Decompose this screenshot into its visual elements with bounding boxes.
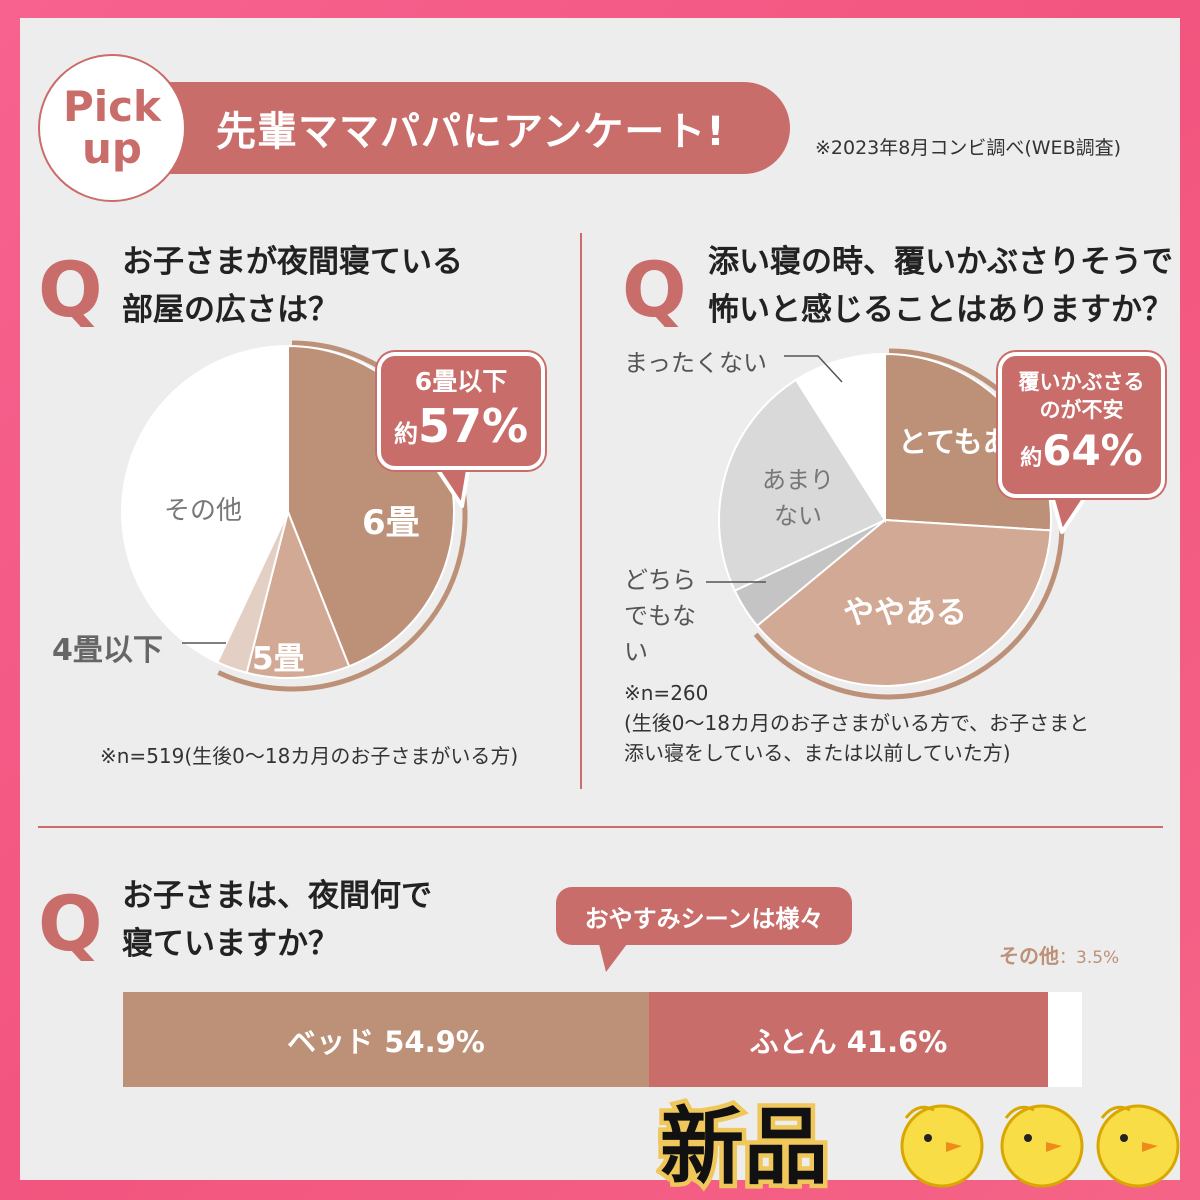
pick-up-badge: Pick up — [38, 54, 186, 202]
bar-segment-bed-label: ベッド 54.9% — [287, 1024, 485, 1059]
vertical-divider — [580, 233, 582, 789]
chick-icon — [1096, 1104, 1180, 1188]
pie1-label-6jo: 6畳 — [362, 503, 420, 543]
pick-up-badge-line2: up — [82, 124, 142, 173]
pie2-leader-mattaku — [784, 355, 843, 383]
pie1-label-4jo: 4畳以下 — [52, 633, 163, 668]
q2-mark: Q — [622, 245, 687, 334]
q2-callout-line1: 覆いかぶさる — [1018, 370, 1145, 394]
q1-mark: Q — [38, 245, 103, 334]
pie2-slices — [718, 352, 1052, 687]
pie2-label-amari: あまりない — [762, 466, 834, 530]
pie2-label-mattaku: まったくない — [624, 349, 768, 377]
q2-callout-line2: のが不安 — [1039, 398, 1124, 422]
pie2-slice-amari — [718, 378, 887, 593]
bar-other-value: ：3.5% — [1059, 948, 1120, 968]
pie-highlight-rim — [753, 348, 1065, 700]
q1-callout: 6畳以下 約57% — [377, 352, 545, 470]
bar-segment-futon: ふとん 41.6% — [649, 992, 1048, 1087]
q3-mark: Q — [38, 879, 103, 968]
q1-question-line2: 部屋の広さは？ — [122, 292, 339, 328]
bar-segment-other — [1048, 992, 1082, 1087]
stacked-bar-sleep-place: ベッド 54.9% ふとん 41.6% — [123, 992, 1082, 1087]
bar-segment-futon-label: ふとん 41.6% — [749, 1024, 948, 1059]
q2-callout: 覆いかぶさる のが不安 約64% — [998, 352, 1165, 498]
survey-note: ※2023年8月コンビ調べ(WEB調査) — [815, 137, 1122, 159]
survey-title: 先輩ママパパにアンケート! — [150, 82, 790, 174]
q3-question: お子さまは、夜間何で 寝ていますか？ — [122, 872, 432, 968]
q2-sample-note: ※n=260 (生後0〜18カ月のお子さまがいる方で、お子さまと 添い寝をしてい… — [624, 678, 1089, 768]
q2-question: 添い寝の時、覆いかぶさりそうで 怖いと感じることはありますか？ — [708, 238, 1173, 334]
pie2-rim — [753, 348, 1065, 700]
q1-sample-note: ※n=519(生後0〜18カ月のお子さまがいる方) — [100, 744, 519, 768]
q2-question-line2: 怖いと感じることはありますか？ — [708, 292, 1173, 328]
q2-question-line1: 添い寝の時、覆いかぶさりそうで — [708, 244, 1173, 280]
q2-callout-prefix: 約 — [1020, 446, 1043, 471]
q1-question: お子さまが夜間寝ている 部屋の広さは？ — [122, 238, 463, 334]
q1-question-line1: お子さまが夜間寝ている — [122, 244, 463, 280]
q2-callout-value: 64% — [1042, 426, 1143, 475]
chick-icon — [900, 1104, 984, 1188]
pie2-label-dochira: どちらでもない — [624, 566, 696, 666]
survey-title-text: 先輩ママパパにアンケート! — [216, 109, 726, 155]
q1-callout-value: 57% — [417, 399, 529, 453]
q3-callout: おやすみシーンは様々 — [556, 887, 852, 945]
q2-sample-note-line3: 添い寝をしている、または以前していた方) — [624, 741, 1011, 765]
q3-question-line2: 寝ていますか？ — [122, 926, 339, 962]
q2-sample-note-line2: (生後0〜18カ月のお子さまがいる方で、お子さまと — [624, 711, 1090, 735]
pie2-slice-mattaku — [794, 352, 886, 524]
pie2-slice-yaya — [755, 518, 1052, 687]
q1-callout-line1: 6畳以下 — [414, 367, 508, 396]
pick-up-badge-line1: Pick — [62, 82, 161, 131]
horizontal-divider — [38, 826, 1163, 828]
bar-other-label: その他：3.5% — [999, 940, 1119, 969]
pie1-slice-5jo — [245, 508, 351, 679]
bar-segment-bed: ベッド 54.9% — [123, 992, 649, 1087]
pie1-label-other: その他 — [164, 496, 243, 526]
pie1-label-5jo: 5畳 — [252, 641, 305, 677]
stamp-text: 新品 — [660, 1098, 828, 1192]
chick-icon — [1000, 1104, 1084, 1188]
new-item-stamp: 新品 — [656, 1094, 1180, 1192]
q3-question-line1: お子さまは、夜間何で — [122, 878, 432, 914]
pie1-slice-other — [121, 344, 289, 664]
pie2-label-yaya: ややある — [843, 595, 967, 631]
q1-callout-prefix: 約 — [393, 420, 418, 448]
q2-sample-note-line1: ※n=260 — [624, 681, 709, 705]
bar-other-name: その他 — [999, 944, 1059, 968]
